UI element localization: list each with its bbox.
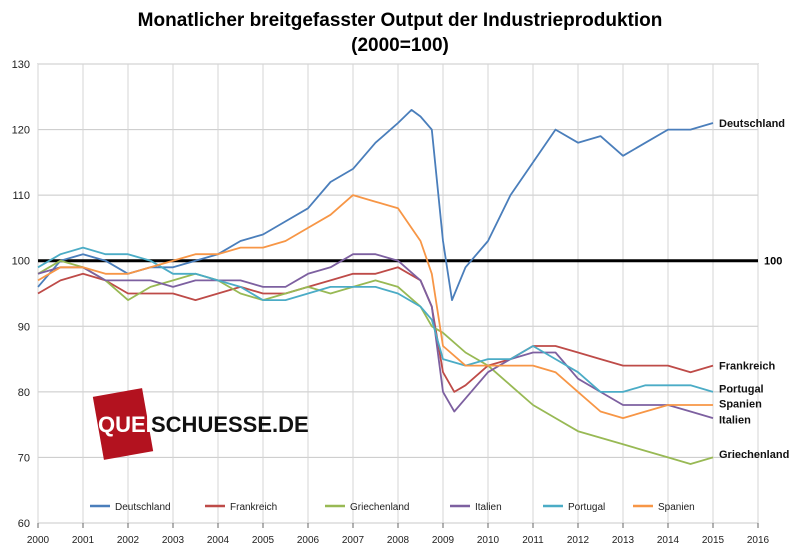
series-line-italien (37, 253, 714, 419)
y-tick-label: 90 (18, 321, 30, 333)
x-tick-label: 2003 (162, 535, 185, 546)
x-tick-label: 2010 (477, 535, 500, 546)
x-tick-label: 2011 (522, 535, 544, 546)
y-tick-label: 80 (18, 387, 30, 399)
legend-label-portugal: Portugal (568, 502, 605, 513)
y-tick-label: 100 (12, 256, 30, 268)
x-tick-label: 2001 (72, 535, 95, 546)
watermark-logo-square (92, 388, 154, 460)
y-tick-label: 70 (18, 452, 30, 464)
series-line-spanien (37, 194, 713, 419)
y-tick-label: 110 (12, 190, 30, 202)
watermark-logo-text-light: QUER (98, 412, 162, 437)
end-label-portugal: Portugal (719, 384, 764, 396)
x-tick-label: 2012 (567, 535, 590, 546)
end-label-frankreich: Frankreich (719, 361, 776, 373)
end-label-italien: Italien (719, 414, 751, 426)
legend-label-italien: Italien (475, 502, 502, 513)
x-tick-label: 2002 (117, 535, 140, 546)
series-line-frankreich (37, 266, 714, 393)
series-line-portugal (37, 246, 714, 393)
end-label-deutschland: Deutschland (719, 118, 785, 130)
x-tick-label: 2005 (252, 535, 275, 546)
y-tick-label: 130 (12, 59, 30, 71)
chart-title-line1: Monatlicher breitgefasster Output der In… (137, 10, 663, 31)
x-tick-label: 2016 (747, 535, 770, 546)
x-tick-label: 2013 (612, 535, 635, 546)
chart-title: Monatlicher breitgefasster Output der In… (0, 8, 800, 58)
x-tick-label: 2000 (27, 535, 50, 546)
x-tick-label: 2007 (342, 535, 365, 546)
chart-title-line2: (2000=100) (351, 35, 449, 56)
x-tick-label: 2014 (657, 535, 680, 546)
legend-label-frankreich: Frankreich (230, 502, 277, 513)
x-tick-label: 2006 (297, 535, 320, 546)
x-tick-label: 2008 (387, 535, 410, 546)
legend-label-deutschland: Deutschland (115, 502, 171, 513)
y-tick-label: 60 (18, 518, 30, 530)
end-label-griechenland: Griechenland (719, 449, 789, 461)
x-tick-label: 2015 (702, 535, 725, 546)
legend-label-griechenland: Griechenland (350, 502, 409, 513)
reference-line-label: 100 (764, 256, 782, 268)
x-tick-label: 2009 (432, 535, 455, 546)
watermark-logo-text-dark: SCHUESSE.DE (151, 412, 309, 437)
x-tick-label: 2004 (207, 535, 230, 546)
end-label-spanien: Spanien (719, 399, 762, 411)
series-line-griechenland (37, 259, 714, 465)
y-tick-label: 120 (12, 125, 30, 137)
legend-label-spanien: Spanien (658, 502, 695, 513)
